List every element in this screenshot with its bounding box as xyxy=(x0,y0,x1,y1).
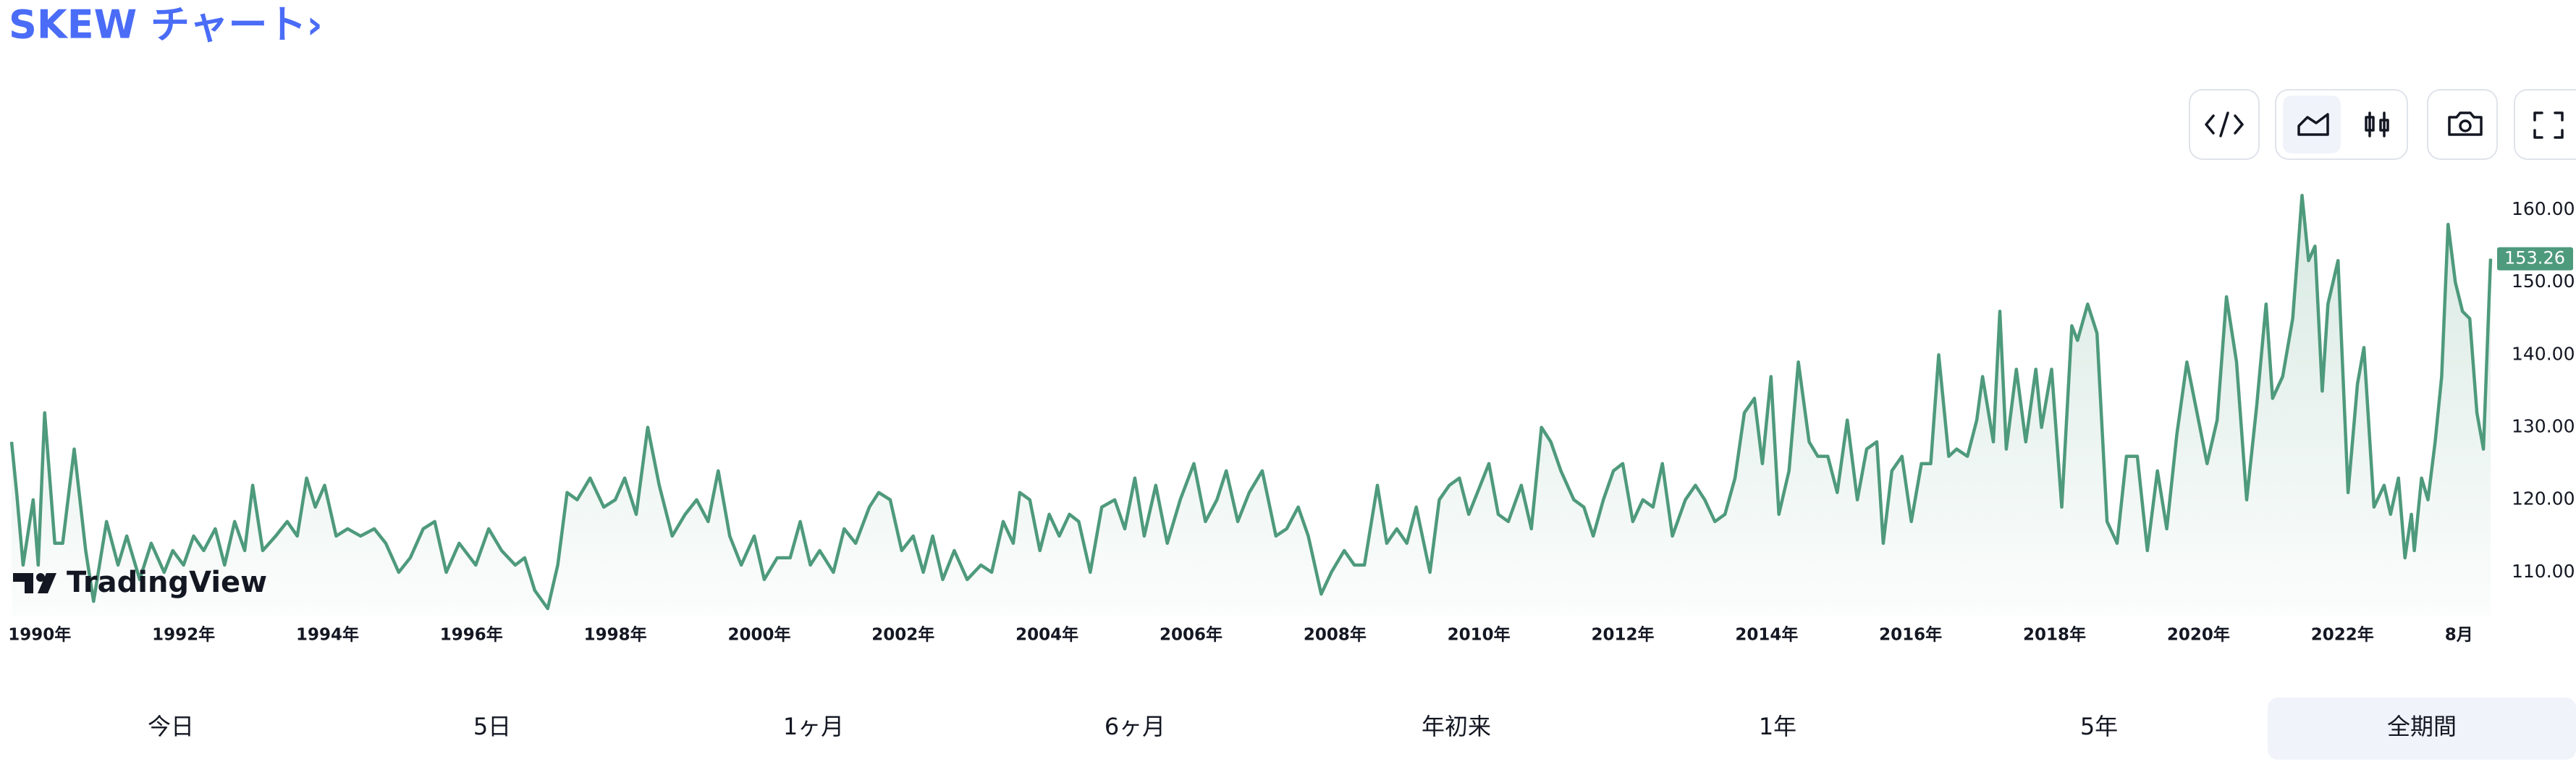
series-line xyxy=(9,193,2493,611)
range-button[interactable]: 年初来 xyxy=(1422,713,1491,740)
x-tick-label: 2012年 xyxy=(1591,625,1654,645)
x-tick-label: 2002年 xyxy=(871,625,934,645)
fullscreen-button[interactable] xyxy=(2514,89,2576,160)
candle-body xyxy=(2365,116,2375,132)
range-button[interactable]: 全期間 xyxy=(2387,713,2457,740)
x-tick-label: 2022年 xyxy=(2311,625,2374,645)
area-icon xyxy=(2297,113,2329,136)
x-tick-label: 2016年 xyxy=(1879,625,1942,645)
fullscreen-icon xyxy=(2533,111,2564,139)
x-tick-label: 1994年 xyxy=(296,625,359,645)
candle-button-bg[interactable] xyxy=(2349,96,2400,153)
y-tick-label: 110.00 xyxy=(2512,561,2575,582)
embed-icon xyxy=(2205,111,2244,137)
range-buttons: 今日 5日 1ヶ月 6ヶ月 年初来 1年 5年 全期間 xyxy=(148,713,2457,740)
range-button[interactable]: 今日 xyxy=(148,713,194,740)
x-tick-label: 8月 xyxy=(2445,626,2473,645)
x-tick-label: 1996年 xyxy=(440,625,503,645)
chart-title[interactable]: SKEW チャート› xyxy=(9,2,323,48)
x-tick-label: 1990年 xyxy=(8,625,71,645)
y-tick-label: 140.00 xyxy=(2512,343,2575,364)
y-tick-label: 130.00 xyxy=(2512,416,2575,437)
y-tick-label: 160.00 xyxy=(2512,198,2575,219)
x-tick-label: 2004年 xyxy=(1015,625,1078,645)
x-tick-label: 2006年 xyxy=(1160,625,1222,645)
toolbar xyxy=(2189,89,2576,160)
x-tick-label: 2000年 xyxy=(727,625,790,645)
range-button[interactable]: 6ヶ月 xyxy=(1105,713,1165,740)
last-price-tag xyxy=(2497,247,2573,271)
watermark-logo xyxy=(13,573,56,593)
range-button[interactable]: 5年 xyxy=(2080,713,2118,740)
watermark-logo-dot xyxy=(36,573,45,582)
line-style-button[interactable] xyxy=(2283,96,2341,153)
x-tick-label: 2010年 xyxy=(1448,625,1511,645)
camera-icon xyxy=(2448,111,2483,136)
plot-area: 110.00 120.00 130.00 140.00 150.00 160.00 1990… xyxy=(8,193,2575,645)
active-range-bg xyxy=(2268,698,2576,760)
candle-body xyxy=(2379,119,2389,132)
range-button[interactable]: 1年 xyxy=(1759,713,1796,740)
range-button[interactable]: 5日 xyxy=(473,713,511,740)
camera-lens xyxy=(2459,119,2472,132)
y-tick-label: 150.00 xyxy=(2512,271,2575,292)
candle-button[interactable] xyxy=(2349,96,2400,153)
x-tick-label: 2018年 xyxy=(2023,625,2086,645)
area-fill xyxy=(12,195,2491,616)
last-price-label: 153.26 xyxy=(2504,248,2565,268)
x-tick-label: 2008年 xyxy=(1304,625,1367,645)
x-tick-label: 2020年 xyxy=(2167,625,2230,645)
y-tick-label: 120.00 xyxy=(2512,488,2575,509)
screenshot-button[interactable] xyxy=(2427,89,2498,160)
watermark-text: TradingView xyxy=(67,566,267,599)
range-button[interactable]: 1ヶ月 xyxy=(783,713,844,740)
watermark: TradingView xyxy=(13,566,267,599)
x-tick-label: 1998年 xyxy=(584,625,647,645)
x-tick-label: 1992年 xyxy=(152,625,215,645)
x-tick-label: 2014年 xyxy=(1735,625,1798,645)
